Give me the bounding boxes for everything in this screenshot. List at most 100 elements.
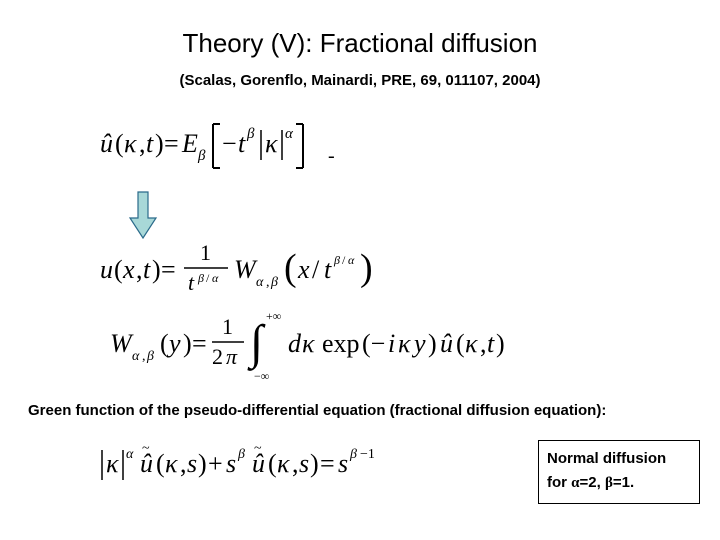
svg-text:−1: −1 <box>360 447 375 462</box>
svg-text:∫: ∫ <box>247 316 266 371</box>
svg-text:(: ( <box>114 255 123 284</box>
svg-text:−: − <box>222 129 237 158</box>
svg-text:û: û <box>252 449 265 478</box>
normal-diffusion-box: Normal diffusion for α=2, β=1. <box>538 440 700 504</box>
svg-text:/: / <box>206 271 210 285</box>
svg-text:,: , <box>139 129 146 158</box>
svg-text:β: β <box>349 447 357 462</box>
svg-text:/: / <box>312 255 320 284</box>
svg-text:x: x <box>297 255 310 284</box>
svg-text:β: β <box>333 253 340 267</box>
svg-text:α: α <box>126 447 134 462</box>
svg-text:): ) <box>152 255 161 284</box>
svg-text:t: t <box>143 255 151 284</box>
svg-text:û: û <box>440 329 453 358</box>
svg-text:β: β <box>270 275 278 290</box>
svg-text:(−: (− <box>362 329 385 358</box>
equation-u: u ( x , t ) = 1 t β / α W α , β ( x / t … <box>100 240 480 300</box>
svg-text:exp: exp <box>322 329 360 358</box>
equation-laplace: κ α ~ û ( κ , s ) + s β ~ û ( κ , s ) = … <box>100 440 520 488</box>
svg-text:s: s <box>338 449 348 478</box>
svg-text:i: i <box>388 329 395 358</box>
svg-text:α: α <box>348 253 355 267</box>
svg-text:(: ( <box>115 129 124 158</box>
svg-text:α: α <box>132 349 140 364</box>
svg-text:κ: κ <box>465 329 478 358</box>
svg-text:κ: κ <box>265 129 278 158</box>
svg-text:π: π <box>226 344 238 369</box>
svg-text:=: = <box>192 329 207 358</box>
svg-text:y: y <box>411 329 426 358</box>
svg-text:,: , <box>266 275 270 290</box>
svg-text:E: E <box>181 129 198 158</box>
svg-text:β: β <box>246 126 255 142</box>
svg-text:,: , <box>480 329 487 358</box>
svg-text:κ: κ <box>277 449 290 478</box>
svg-text:κ: κ <box>302 329 315 358</box>
svg-text:(: ( <box>268 449 277 478</box>
green-function-label: Green function of the pseudo-differentia… <box>28 402 606 419</box>
svg-text:,: , <box>292 449 299 478</box>
box-beta: β <box>605 475 613 491</box>
svg-text:=: = <box>164 129 179 158</box>
svg-text:-: - <box>328 145 335 167</box>
svg-text:κ: κ <box>165 449 178 478</box>
equation-uhat: û ( κ , t ) = E β − t β κ α - <box>100 118 380 174</box>
svg-text:y: y <box>166 329 181 358</box>
svg-text:): ) <box>310 449 319 478</box>
svg-text:1: 1 <box>200 240 211 265</box>
svg-text:+∞: +∞ <box>266 309 281 323</box>
svg-text:W: W <box>234 255 258 284</box>
svg-text:d: d <box>288 329 302 358</box>
svg-text:=: = <box>320 449 335 478</box>
svg-text:β: β <box>197 148 206 164</box>
svg-text:û: û <box>140 449 153 478</box>
svg-text:): ) <box>183 329 192 358</box>
svg-text:β: β <box>197 271 204 285</box>
svg-text:β: β <box>237 447 245 462</box>
svg-text:κ: κ <box>106 449 119 478</box>
box-mid: =2, <box>580 474 605 491</box>
svg-text:): ) <box>155 129 164 158</box>
box-for: for <box>547 474 571 491</box>
svg-text:t: t <box>324 255 332 284</box>
svg-text:s: s <box>299 449 309 478</box>
svg-text:2: 2 <box>212 344 223 369</box>
svg-text:s: s <box>187 449 197 478</box>
svg-text:,: , <box>142 349 146 364</box>
box-alpha: α <box>571 475 579 491</box>
svg-text:(: ( <box>284 247 297 289</box>
svg-text:x: x <box>122 255 135 284</box>
svg-text:): ) <box>428 329 437 358</box>
svg-text:(: ( <box>160 329 169 358</box>
slide-title: Theory (V): Fractional diffusion <box>0 28 720 59</box>
svg-text:): ) <box>360 247 373 289</box>
svg-text:): ) <box>496 329 505 358</box>
box-line1: Normal diffusion <box>547 447 691 471</box>
svg-text:+: + <box>208 449 223 478</box>
svg-text:1: 1 <box>222 314 233 339</box>
equation-W: W α , β ( y ) = 1 2 π ∫ +∞ −∞ d κ exp (−… <box>110 306 550 382</box>
svg-text:=: = <box>161 255 176 284</box>
svg-text:t: t <box>487 329 495 358</box>
svg-text:t: t <box>238 129 246 158</box>
svg-text:t: t <box>188 270 195 295</box>
svg-text:α: α <box>256 275 264 290</box>
svg-text:W: W <box>110 329 134 358</box>
svg-text:κ: κ <box>124 129 137 158</box>
svg-text:α: α <box>285 126 294 142</box>
svg-text:t: t <box>146 129 154 158</box>
svg-text:(: ( <box>156 449 165 478</box>
svg-text:α: α <box>212 271 219 285</box>
svg-text:β: β <box>146 349 154 364</box>
svg-text:κ: κ <box>398 329 411 358</box>
svg-text:u: u <box>100 255 113 284</box>
svg-text:,: , <box>136 255 143 284</box>
citation-line: (Scalas, Gorenflo, Mainardi, PRE, 69, 01… <box>0 72 720 89</box>
svg-text:−∞: −∞ <box>254 369 269 382</box>
svg-text:,: , <box>180 449 187 478</box>
svg-text:): ) <box>198 449 207 478</box>
box-suffix: =1. <box>613 474 634 491</box>
svg-text:û: û <box>100 129 113 158</box>
box-line2: for α=2, β=1. <box>547 471 691 495</box>
